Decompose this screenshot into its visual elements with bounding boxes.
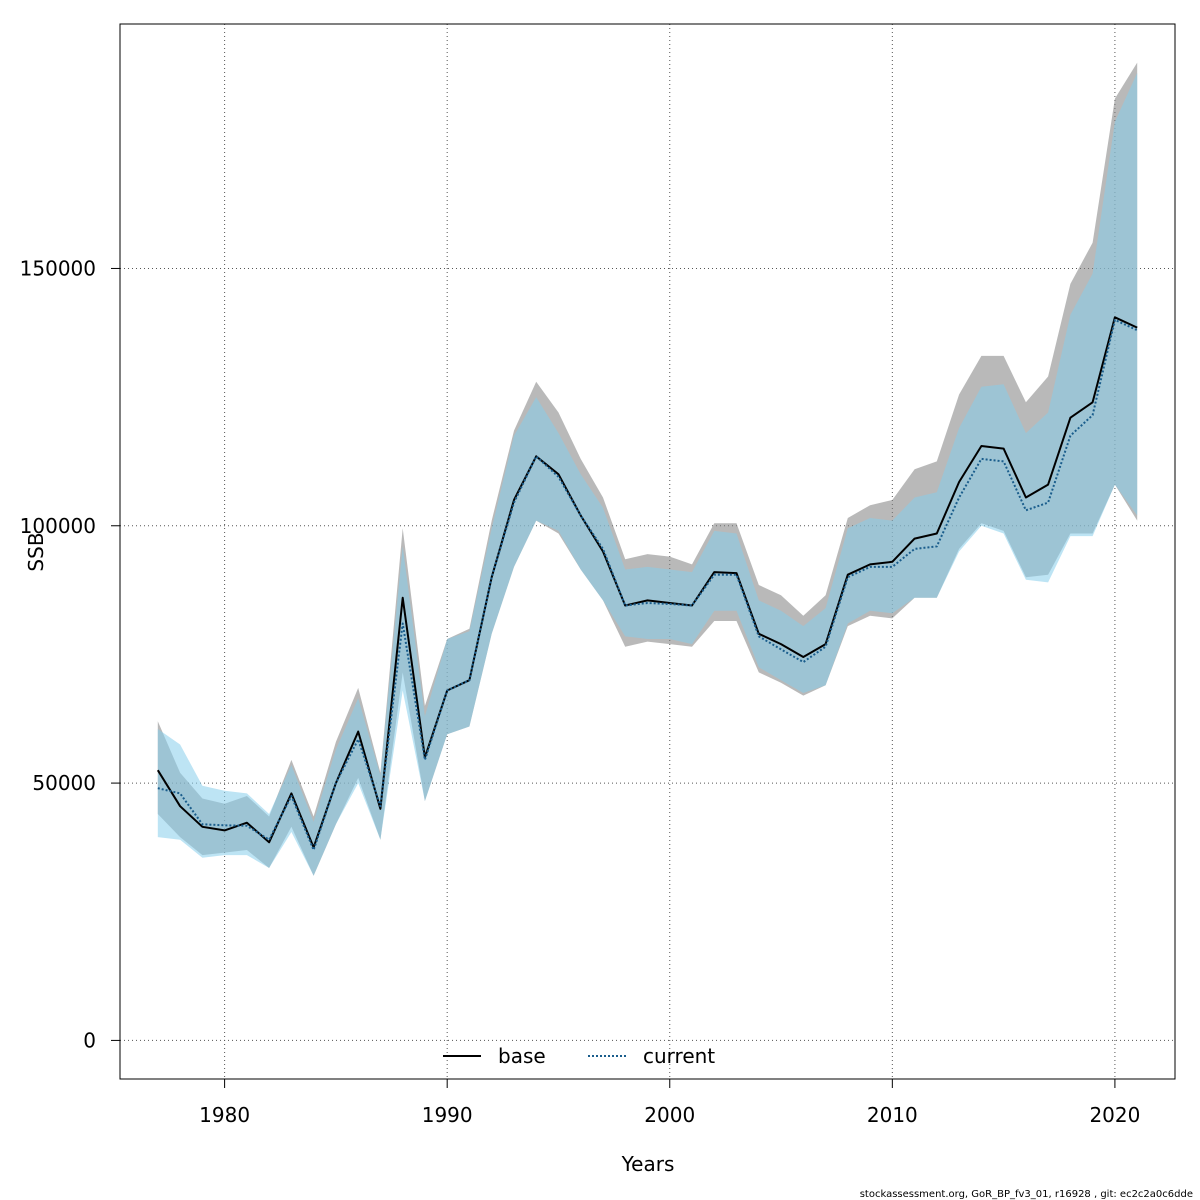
legend: base current: [443, 1044, 715, 1068]
footer-text: stockassessment.org, GoR_BP_fv3_01, r169…: [860, 1189, 1193, 1200]
x-tick-label: 2020: [1089, 1103, 1140, 1127]
x-tick-label: 2000: [644, 1103, 695, 1127]
legend-label-current: current: [643, 1044, 715, 1068]
band-current: [157, 72, 1138, 876]
y-tick-label: 150000: [20, 256, 96, 280]
x-tick-label: 2010: [867, 1103, 918, 1127]
y-axis-title: SSB: [24, 532, 48, 571]
series-lines: [156, 316, 1138, 851]
confidence-bands: [157, 62, 1138, 876]
y-tick-label: 0: [83, 1028, 96, 1052]
y-tick-label: 100000: [20, 514, 96, 538]
x-axis-title: Years: [621, 1152, 675, 1176]
y-tick-label: 50000: [32, 771, 96, 795]
line-current: [157, 318, 1138, 851]
x-tick-label: 1990: [422, 1103, 473, 1127]
x-tick-label: 1980: [199, 1103, 250, 1127]
legend-label-base: base: [498, 1044, 546, 1068]
axis-ticks: 1980 1990 2000 2010 2020 0 50000 100000 150000: [20, 256, 1141, 1127]
